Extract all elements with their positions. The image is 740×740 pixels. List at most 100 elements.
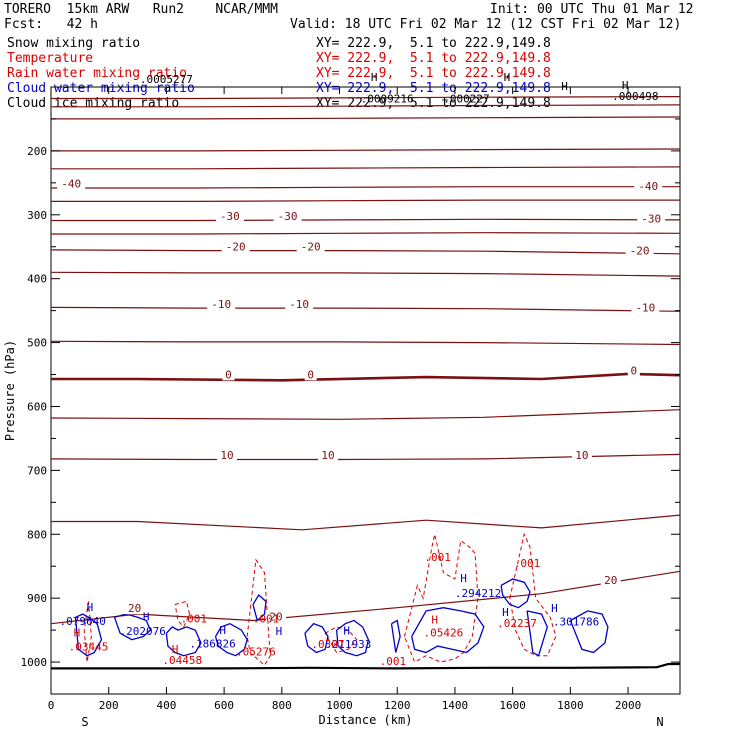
plot-label: .001 xyxy=(253,612,280,625)
cloud-water-contour xyxy=(390,619,401,653)
cloud-water-contour xyxy=(113,613,152,641)
cloud-water-contour xyxy=(526,610,548,657)
rain-contour xyxy=(509,532,557,657)
y-tick-label: 800 xyxy=(27,528,47,541)
x-tick-label: 1000 xyxy=(326,699,353,712)
plot-label: 20 xyxy=(128,602,141,615)
isotherm-line xyxy=(51,186,680,189)
x-tick-label: 800 xyxy=(272,699,292,712)
label-halo xyxy=(631,301,660,314)
plot-label: H xyxy=(276,625,283,638)
y-tick-label: 300 xyxy=(27,209,47,222)
label-halo xyxy=(637,212,666,225)
x-tick-label: 1800 xyxy=(557,699,584,712)
plot-frame xyxy=(50,86,681,695)
y-tick-label: 400 xyxy=(27,273,47,286)
plot-label: .001 xyxy=(181,612,208,625)
plot-label: -20 xyxy=(226,241,246,254)
isotherm-line xyxy=(50,249,681,255)
label-halo xyxy=(222,368,235,381)
y-tick-label: 200 xyxy=(27,145,47,158)
label-halo xyxy=(296,240,325,253)
plot-label: .001 xyxy=(424,551,451,564)
plot-label: H xyxy=(343,625,350,638)
isotherm-line xyxy=(51,96,681,100)
label-halo xyxy=(217,448,238,461)
legend-xy: XY= 222.9, 5.1 to 222.9,149.8 xyxy=(316,81,551,96)
header-left-2: Fcst: 42 h xyxy=(4,17,98,32)
plot-label: -30 xyxy=(220,210,240,223)
header-valid: Valid: 18 UTC Fri 02 Mar 12 (12 CST Fri … xyxy=(290,17,682,32)
isotherm-line xyxy=(51,218,681,222)
x-tick-label: 1600 xyxy=(499,699,526,712)
plot-label: .301786 xyxy=(553,616,599,629)
legend-xy: XY= 222.9, 5.1 to 222.9,149.8 xyxy=(316,36,551,51)
x-tick-label: 1400 xyxy=(442,699,469,712)
plot-label: -30 xyxy=(278,210,298,223)
cloud-water-contour xyxy=(165,626,202,657)
cloud-water-contour xyxy=(252,593,267,622)
legend-label: Temperature xyxy=(7,51,94,66)
plot-label: H xyxy=(143,611,150,624)
cloud-water-contour xyxy=(335,619,370,657)
plot-label: .04458 xyxy=(162,654,202,667)
plot-label: -20 xyxy=(630,244,650,257)
plot-label: .202076 xyxy=(120,625,166,638)
legend-label: Rain water mixing ratio xyxy=(7,66,188,81)
cloud-water-contour xyxy=(569,610,609,654)
plot-label: -30 xyxy=(641,212,661,225)
y-tick-label: 500 xyxy=(27,337,47,350)
plot-label: .05426 xyxy=(424,626,464,639)
isotherm-line xyxy=(51,104,681,108)
rain-contour xyxy=(324,626,358,654)
isotherm-line xyxy=(51,148,681,152)
plot-label: .0009216 xyxy=(361,92,414,105)
plot-label: .079640 xyxy=(60,615,106,628)
plot-label: H xyxy=(172,643,179,656)
header-left-1: TORERO 15km ARW Run2 NCAR/MMM xyxy=(4,2,278,17)
x-tick-label: 600 xyxy=(214,699,234,712)
label-halo xyxy=(317,448,338,461)
plot-label: -10 xyxy=(635,301,655,314)
legend-label: Cloud water mixing ratio xyxy=(7,81,195,96)
plot-label: H xyxy=(460,572,467,585)
label-halo xyxy=(627,364,640,377)
plot-label: -40 xyxy=(638,180,658,193)
label-halo xyxy=(273,209,302,222)
south-label: S xyxy=(81,715,88,729)
cloud-water-contour xyxy=(500,578,531,609)
isotherm-line xyxy=(50,306,681,312)
plot-label: H xyxy=(74,626,81,639)
cloud-water-contour xyxy=(74,613,103,657)
label-halo xyxy=(124,602,145,615)
plot-label: H xyxy=(504,71,511,84)
plot-label: .000498 xyxy=(612,90,658,103)
label-halo xyxy=(215,209,244,222)
north-label: N xyxy=(656,715,663,729)
rain-contour xyxy=(246,558,271,666)
x-tick-label: 200 xyxy=(99,699,119,712)
x-tick-label: 2000 xyxy=(615,699,642,712)
legend-xy: XY= 222.9, 5.1 to 222.9,149.8 xyxy=(316,51,551,66)
x-tick-label: 0 xyxy=(48,699,55,712)
plot-label: H xyxy=(87,601,94,614)
rain-contour xyxy=(404,534,479,663)
isotherm-line xyxy=(50,453,681,461)
isotherm-line xyxy=(51,232,681,235)
label-halo xyxy=(221,240,250,253)
y-tick-label: 1000 xyxy=(21,656,48,669)
y-axis-title: Pressure (hPa) xyxy=(3,340,17,441)
plot-label: .02237 xyxy=(497,617,537,630)
y-tick-label: 900 xyxy=(27,592,47,605)
label-halo xyxy=(625,244,654,257)
rain-contour xyxy=(83,601,92,663)
plot-label: H xyxy=(551,602,558,615)
plot-label: -10 xyxy=(289,298,309,311)
plot-label: 10 xyxy=(321,449,334,462)
isotherm-line xyxy=(51,166,681,170)
isotherm-line xyxy=(50,271,681,277)
label-halo xyxy=(285,298,314,311)
label-halo xyxy=(634,179,663,192)
legend-xy: XY= 222.9, 5.1 to 222.9,149.8 xyxy=(316,66,551,81)
